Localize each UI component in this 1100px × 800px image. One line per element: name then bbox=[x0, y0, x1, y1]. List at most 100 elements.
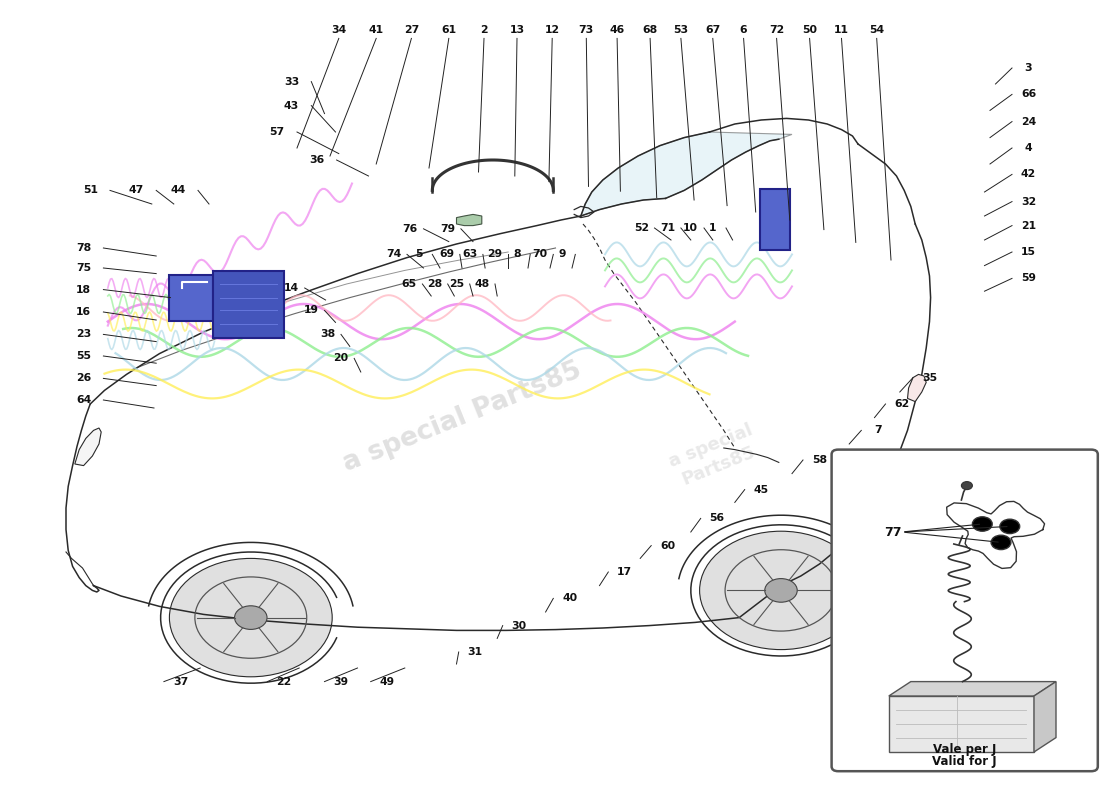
Text: 53: 53 bbox=[673, 26, 689, 35]
Text: 70: 70 bbox=[532, 250, 548, 259]
Text: 54: 54 bbox=[869, 26, 884, 35]
Text: a special
Parts85: a special Parts85 bbox=[667, 422, 763, 490]
Text: 51: 51 bbox=[82, 186, 98, 195]
FancyBboxPatch shape bbox=[760, 189, 790, 250]
Text: 52: 52 bbox=[634, 223, 649, 233]
Text: 48: 48 bbox=[474, 279, 490, 289]
Text: 11: 11 bbox=[834, 26, 849, 35]
Text: 5: 5 bbox=[416, 250, 422, 259]
Text: 62: 62 bbox=[894, 399, 910, 409]
Polygon shape bbox=[889, 682, 1056, 696]
Text: 16: 16 bbox=[76, 307, 91, 317]
Text: 78: 78 bbox=[76, 243, 91, 253]
Text: 20: 20 bbox=[333, 354, 349, 363]
Polygon shape bbox=[456, 214, 482, 226]
Text: 14: 14 bbox=[284, 283, 299, 293]
Text: 77: 77 bbox=[884, 526, 902, 538]
Text: 35: 35 bbox=[922, 373, 937, 382]
Text: 18: 18 bbox=[76, 285, 91, 294]
Text: 2: 2 bbox=[481, 26, 487, 35]
Text: 46: 46 bbox=[609, 26, 625, 35]
Text: 43: 43 bbox=[284, 101, 299, 110]
Text: 69: 69 bbox=[439, 250, 454, 259]
Text: 72: 72 bbox=[769, 26, 784, 35]
Text: 33: 33 bbox=[284, 77, 299, 86]
Text: 75: 75 bbox=[76, 263, 91, 273]
Circle shape bbox=[169, 558, 332, 677]
Circle shape bbox=[961, 482, 972, 490]
Text: 41: 41 bbox=[368, 26, 384, 35]
Text: 4: 4 bbox=[1025, 143, 1032, 153]
Text: 8: 8 bbox=[514, 250, 520, 259]
Text: 67: 67 bbox=[705, 26, 720, 35]
Text: 27: 27 bbox=[404, 26, 419, 35]
Text: 29: 29 bbox=[487, 250, 503, 259]
Text: 59: 59 bbox=[1021, 274, 1036, 283]
Text: 13: 13 bbox=[509, 26, 525, 35]
Text: 76: 76 bbox=[403, 224, 418, 234]
Text: 38: 38 bbox=[320, 330, 336, 339]
Text: 74: 74 bbox=[386, 250, 402, 259]
Text: 60: 60 bbox=[660, 541, 675, 550]
Text: 3: 3 bbox=[1025, 63, 1032, 73]
Text: 32: 32 bbox=[1021, 197, 1036, 206]
Text: 45: 45 bbox=[754, 485, 769, 494]
Text: 19: 19 bbox=[304, 306, 319, 315]
Text: 65: 65 bbox=[402, 279, 417, 289]
Text: 58: 58 bbox=[812, 455, 827, 465]
Text: 39: 39 bbox=[333, 677, 349, 686]
Text: 7: 7 bbox=[874, 426, 881, 435]
Polygon shape bbox=[75, 428, 101, 466]
Text: 30: 30 bbox=[512, 621, 527, 630]
Text: 42: 42 bbox=[1021, 170, 1036, 179]
Circle shape bbox=[1000, 519, 1020, 534]
Text: 61: 61 bbox=[441, 26, 456, 35]
Text: 1: 1 bbox=[710, 223, 716, 233]
Text: 71: 71 bbox=[660, 223, 675, 233]
FancyBboxPatch shape bbox=[213, 271, 284, 338]
Text: 34: 34 bbox=[331, 26, 346, 35]
Text: 55: 55 bbox=[76, 351, 91, 361]
Polygon shape bbox=[889, 696, 1034, 752]
Polygon shape bbox=[908, 374, 926, 402]
Text: a special Parts85: a special Parts85 bbox=[339, 358, 585, 478]
Text: 21: 21 bbox=[1021, 221, 1036, 230]
FancyBboxPatch shape bbox=[832, 450, 1098, 771]
Text: Valid for J: Valid for J bbox=[933, 755, 997, 768]
Text: 26: 26 bbox=[76, 374, 91, 383]
Text: 12: 12 bbox=[544, 26, 560, 35]
Circle shape bbox=[764, 578, 798, 602]
Text: 15: 15 bbox=[1021, 247, 1036, 257]
Text: 9: 9 bbox=[559, 250, 565, 259]
Text: 66: 66 bbox=[1021, 90, 1036, 99]
Text: 64: 64 bbox=[76, 395, 91, 405]
Text: 44: 44 bbox=[170, 186, 186, 195]
Text: 47: 47 bbox=[129, 186, 144, 195]
Text: 22: 22 bbox=[276, 677, 292, 686]
Text: 56: 56 bbox=[710, 514, 725, 523]
Text: 40: 40 bbox=[562, 594, 578, 603]
Polygon shape bbox=[1034, 682, 1056, 752]
Text: 17: 17 bbox=[617, 567, 632, 577]
Text: 37: 37 bbox=[173, 677, 188, 686]
Text: 31: 31 bbox=[468, 647, 483, 657]
FancyBboxPatch shape bbox=[169, 275, 213, 321]
Text: 28: 28 bbox=[427, 279, 442, 289]
Text: Vale per J: Vale per J bbox=[933, 743, 997, 756]
Circle shape bbox=[972, 517, 992, 531]
Text: 25: 25 bbox=[449, 279, 464, 289]
Circle shape bbox=[991, 535, 1011, 550]
Text: 24: 24 bbox=[1021, 117, 1036, 126]
Text: 57: 57 bbox=[270, 127, 285, 137]
Text: 6: 6 bbox=[740, 26, 747, 35]
Text: 79: 79 bbox=[440, 224, 455, 234]
Text: 50: 50 bbox=[802, 26, 817, 35]
Text: 36: 36 bbox=[309, 155, 324, 165]
Text: 23: 23 bbox=[76, 330, 91, 339]
Text: 68: 68 bbox=[642, 26, 658, 35]
Polygon shape bbox=[581, 132, 792, 216]
Text: 73: 73 bbox=[579, 26, 594, 35]
Circle shape bbox=[700, 531, 862, 650]
Text: 10: 10 bbox=[683, 223, 698, 233]
Circle shape bbox=[234, 606, 267, 630]
